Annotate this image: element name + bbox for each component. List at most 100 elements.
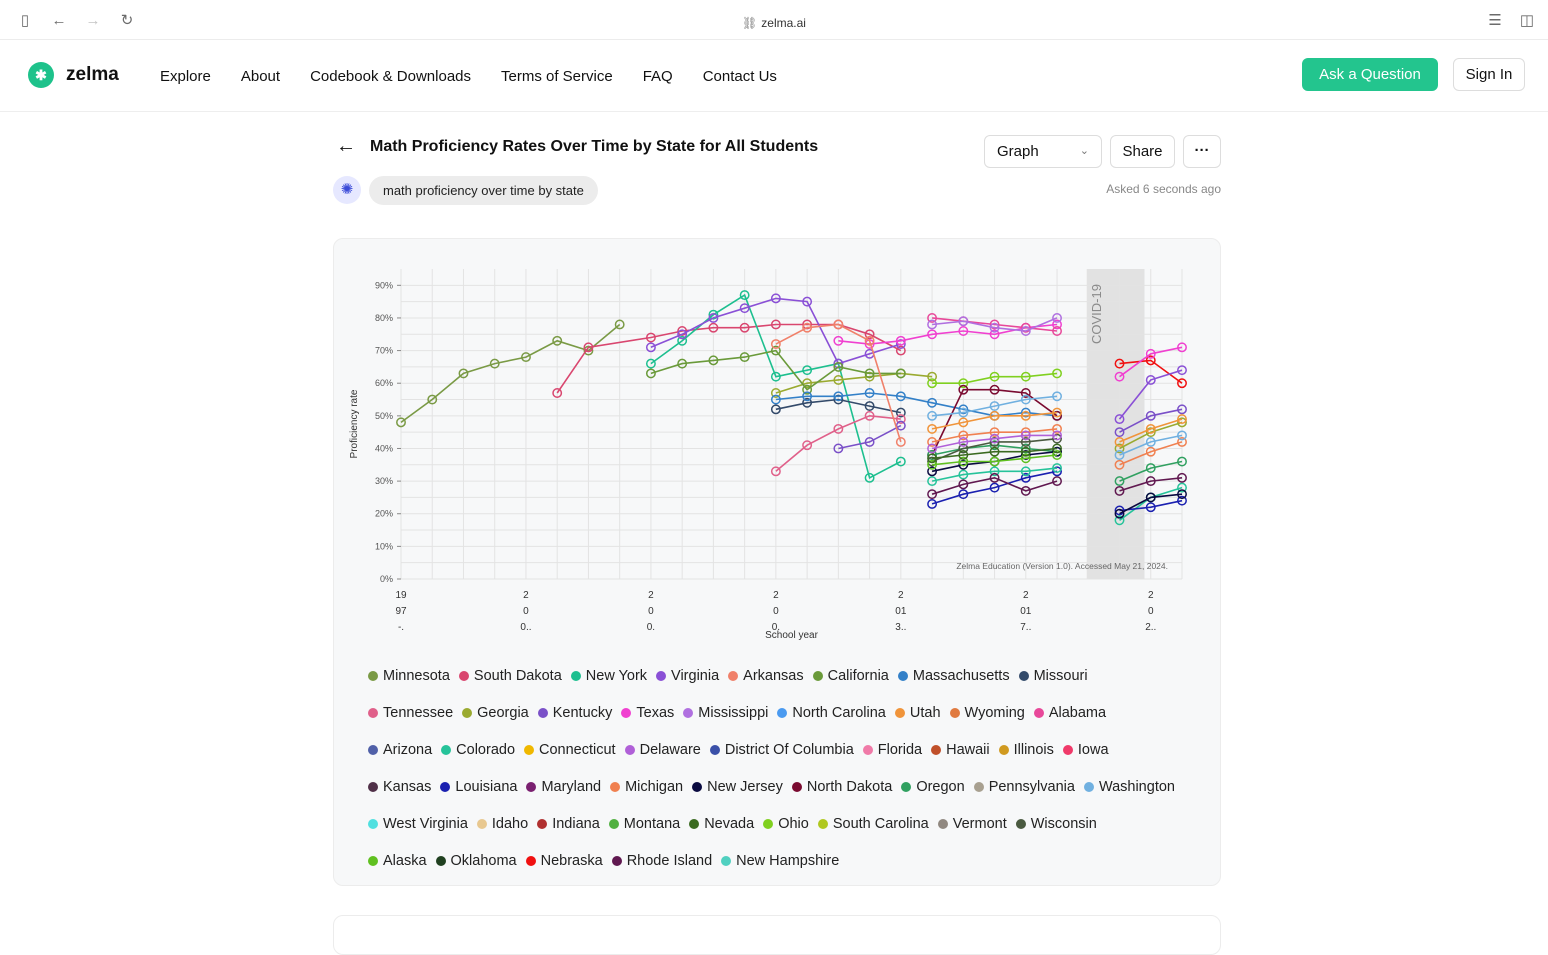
legend-item[interactable]: Massachusetts [897,668,1010,684]
nav-explore[interactable]: Explore [160,68,211,85]
legend-item[interactable]: Vermont [937,816,1007,832]
nav-contact[interactable]: Contact Us [702,68,777,85]
legend-item[interactable]: District Of Columbia [709,742,854,758]
legend-item[interactable]: West Virginia [368,816,468,832]
legend-item[interactable]: Florida [862,742,922,758]
legend-item[interactable]: South Carolina [817,816,929,832]
back-icon[interactable]: ← [51,12,67,29]
legend-swatch [973,781,984,792]
legend-item[interactable]: Connecticut [524,742,616,758]
legend-item[interactable]: Wyoming [949,705,1025,721]
share-button[interactable]: Share [1110,135,1175,168]
legend-item[interactable]: Tennessee [368,705,453,721]
legend-item[interactable]: New York [570,668,647,684]
data-point [427,394,438,405]
forward-icon[interactable]: → [85,12,101,29]
legend-label: Louisiana [455,778,518,795]
legend-item[interactable]: Rhode Island [611,852,713,869]
brand-name[interactable]: zelma [66,64,119,85]
legend-item[interactable]: Nevada [689,816,754,832]
data-point [1177,436,1187,447]
legend-item[interactable]: Virginia [656,668,719,684]
legend-item[interactable]: Michigan [610,779,683,795]
sign-in-button[interactable]: Sign In [1453,58,1525,91]
legend-item[interactable]: South Dakota [458,668,562,684]
legend-item[interactable]: Alaska [368,853,427,869]
legend-item[interactable]: Maryland [526,779,601,795]
legend-item[interactable]: Mississippi [683,705,768,721]
legend-item[interactable]: Minnesota [368,668,450,684]
legend-item[interactable]: Arizona [368,742,432,758]
x-tick-label: 0 [1148,606,1154,617]
covid-annotation: COVID-19 [1089,284,1104,344]
legend-item[interactable]: Alabama [1033,705,1106,721]
data-point [1020,466,1031,477]
reader-icon[interactable]: ☰ [1488,12,1502,29]
data-point [1052,466,1062,477]
legend-item[interactable]: Louisiana [440,779,517,795]
nav-about[interactable]: About [240,68,281,85]
x-tick-label: 0. [647,622,655,633]
legend-item[interactable]: Arkansas [728,668,804,684]
legend-item[interactable]: New Hampshire [721,853,839,869]
address-bar[interactable]: ⛓ zelma.ai [700,13,848,33]
legend-item[interactable]: Ohio [763,816,809,832]
data-point [958,378,969,389]
legend-item[interactable]: Delaware [624,742,701,758]
legend-swatch [476,818,487,829]
data-point [927,476,938,487]
more-options-button[interactable]: ··· [1183,135,1221,168]
legend-item[interactable]: Iowa [1062,742,1109,758]
legend-item[interactable]: Utah [894,705,941,721]
legend-swatch [537,707,548,718]
legend-item[interactable]: Indiana [537,816,600,832]
data-point [927,329,938,340]
legend-item[interactable]: Pennsylvania [973,779,1075,795]
nav-faq[interactable]: FAQ [642,68,673,85]
legend-swatch [777,707,788,718]
legend-item[interactable]: North Dakota [791,779,892,795]
series-line [1119,418,1183,443]
legend-item[interactable]: Georgia [462,705,529,721]
legend-item[interactable]: Wisconsin [1015,816,1097,832]
split-view-icon[interactable]: ◫ [1519,12,1535,29]
back-arrow-icon[interactable]: ← [336,135,356,157]
legend-item[interactable]: Kentucky [537,705,612,721]
legend-swatch [440,781,451,792]
legend-item[interactable]: Nebraska [525,853,603,869]
data-point [895,339,906,350]
legend-swatch [608,818,619,829]
sidebar-toggle-icon[interactable]: ▯ [20,12,30,29]
legend-item[interactable]: Idaho [476,816,528,832]
legend-item[interactable]: Colorado [441,742,515,758]
legend-item[interactable]: Texas [621,705,674,721]
legend-item[interactable]: Montana [608,816,680,832]
legend-item[interactable]: California [812,668,889,684]
series-line [1119,499,1183,512]
legend-item[interactable]: Washington [1083,779,1175,795]
series-line [1119,434,1183,456]
data-point [927,378,938,389]
data-point [958,479,969,490]
user-avatar-icon: ✺ [333,176,361,204]
legend-swatch [656,670,667,681]
reload-icon[interactable]: ↻ [120,12,134,29]
legend-item[interactable]: Oregon [901,779,965,795]
legend-item[interactable]: New Jersey [692,779,783,795]
legend-item[interactable]: Illinois [998,742,1054,758]
series-line [932,454,1058,466]
ask-question-button[interactable]: Ask a Question [1302,58,1438,91]
data-point [770,404,781,415]
data-point [958,407,969,418]
view-select[interactable]: Graph ⌄ [984,135,1102,168]
nav-terms[interactable]: Terms of Service [501,68,613,85]
legend-label: Rhode Island [626,852,713,869]
legend-item[interactable]: Kansas [368,779,431,795]
legend-item[interactable]: Hawaii [931,742,990,758]
legend-swatch [931,744,942,755]
legend-item[interactable]: Missouri [1018,668,1088,684]
nav-codebook[interactable]: Codebook & Downloads [310,68,471,85]
legend-item[interactable]: Oklahoma [435,853,517,869]
zelma-logo-icon[interactable]: ✱ [28,62,54,88]
legend-item[interactable]: North Carolina [777,705,886,721]
